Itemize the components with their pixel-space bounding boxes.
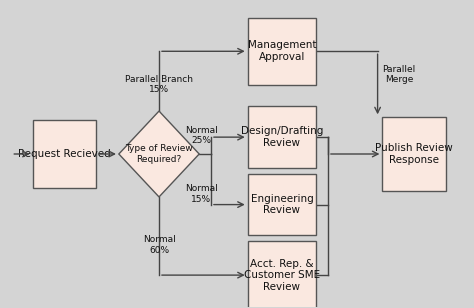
- FancyBboxPatch shape: [247, 18, 316, 85]
- Text: Publish Review
Response: Publish Review Response: [375, 143, 453, 165]
- FancyBboxPatch shape: [247, 241, 316, 308]
- Text: Normal
60%: Normal 60%: [143, 235, 175, 255]
- Text: Parallel
Merge: Parallel Merge: [383, 65, 416, 84]
- FancyBboxPatch shape: [33, 120, 96, 188]
- FancyBboxPatch shape: [247, 107, 316, 168]
- Text: Parallel Branch
15%: Parallel Branch 15%: [125, 75, 193, 94]
- Text: Type of Review
Required?: Type of Review Required?: [125, 144, 193, 164]
- Text: Design/Drafting
Review: Design/Drafting Review: [241, 126, 323, 148]
- Text: Management
Approval: Management Approval: [247, 40, 316, 62]
- Text: Normal
25%: Normal 25%: [185, 126, 218, 145]
- FancyBboxPatch shape: [247, 174, 316, 235]
- Polygon shape: [119, 111, 199, 197]
- Text: Engineering
Review: Engineering Review: [251, 194, 313, 215]
- Text: Acct. Rep. &
Customer SME
Review: Acct. Rep. & Customer SME Review: [244, 258, 320, 292]
- FancyBboxPatch shape: [383, 117, 446, 191]
- Text: Request Recieved: Request Recieved: [18, 149, 111, 159]
- Text: Normal
15%: Normal 15%: [185, 184, 218, 204]
